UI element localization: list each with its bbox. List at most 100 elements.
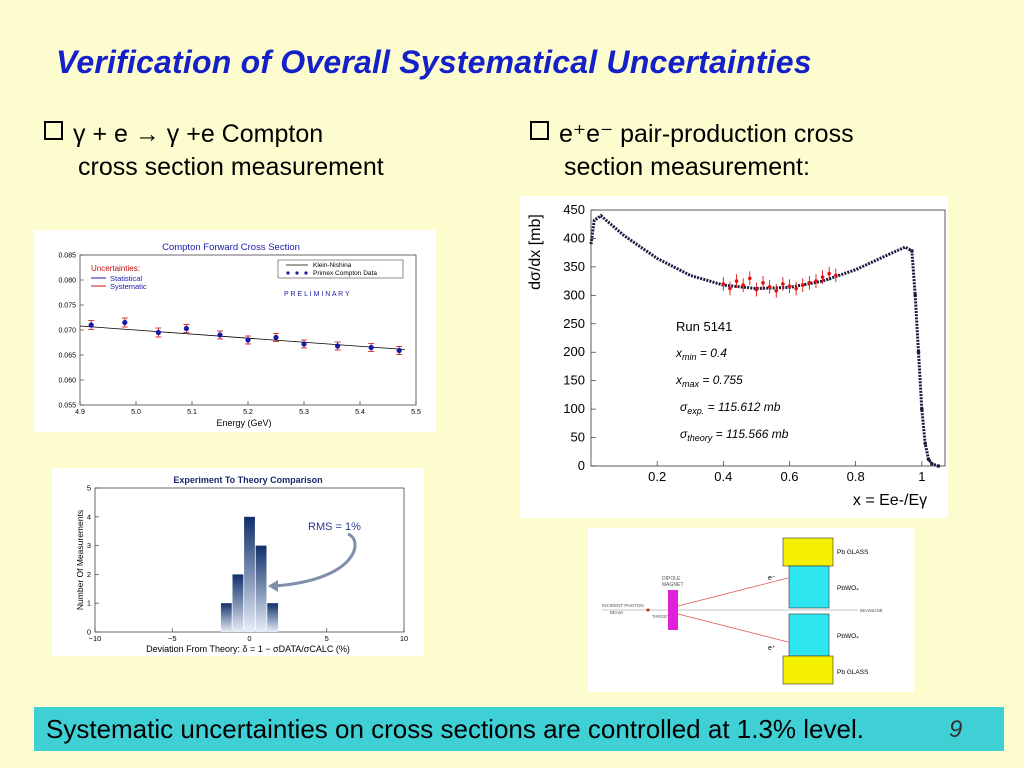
page-number: 9 (949, 716, 963, 743)
data-point (217, 332, 223, 338)
y-tick-label: 50 (571, 430, 585, 445)
bullet-text-line2: section measurement: (564, 153, 810, 181)
uncertainty-legend-title: Uncertainties: (91, 264, 140, 273)
data-point (761, 281, 765, 285)
pbwo4-bottom-label: PbWO₄ (837, 633, 859, 640)
data-point (820, 275, 825, 279)
y-tick-label: 250 (563, 316, 585, 331)
pbwo4-top-label: PbWO₄ (837, 585, 859, 592)
data-point (834, 273, 838, 278)
y-tick-label: 400 (563, 230, 585, 245)
data-point (774, 288, 779, 293)
detector-diagram: INCIDENT PHOTON BEAM TARGET BEAMLINE DIP… (602, 537, 883, 685)
data-point (155, 329, 161, 336)
histogram-bar (220, 603, 232, 632)
legend-data-label: Primex Compton Data (313, 270, 377, 277)
y-tick-label: 0.055 (58, 403, 76, 410)
compton-chart-panel: Compton Forward Cross Section 4.9 5.0 5.1 5… (34, 230, 436, 432)
x-tick-label: 0.8 (847, 469, 865, 484)
theory-point (926, 457, 931, 461)
y-tick-label: 200 (563, 344, 585, 359)
x-tick-label: 1 (918, 469, 925, 484)
dipole-label-2: MAGNET (662, 582, 683, 588)
y-tick-label: 150 (563, 373, 585, 388)
x-tick-label: 10 (400, 634, 408, 643)
theory-point (920, 407, 924, 411)
x-axis-label: x = Ee-/Eγ (853, 492, 927, 509)
x-tick-label: 5.1 (187, 409, 197, 416)
data-point (734, 279, 739, 283)
histogram-bar (232, 574, 244, 632)
data-point (183, 325, 189, 332)
y-tick-label: 0 (578, 458, 585, 473)
legend-klein-nishina-label: Klein-Nishina (313, 262, 352, 269)
xmax-annotation: xmax = 0.755 (675, 373, 743, 389)
bullet-text-line1: γ + e → γ +e Compton (73, 120, 324, 148)
pair-production-chart: 0.2 0.4 0.6 0.8 1 0 50 100 150 200 250 300 350 400 450… (527, 202, 946, 509)
pb-glass-bottom (782, 655, 834, 685)
beam-label-2: BEAM (610, 610, 623, 615)
klein-nishina-line (79, 325, 405, 350)
plot-frame (590, 209, 946, 467)
x-tick-label: −5 (168, 634, 177, 643)
data-point (245, 337, 251, 343)
y-tick-label: 0.080 (58, 278, 76, 285)
data-point (335, 343, 341, 349)
y-tick-label: 3 (87, 541, 91, 550)
x-tick-label: 5.3 (299, 409, 309, 416)
positron-label: e⁺ (768, 645, 776, 652)
rms-arrow (273, 532, 357, 588)
y-tick-label: 100 (563, 401, 585, 416)
checkbox-bullet-icon (530, 121, 549, 140)
run-label: Run 5141 (676, 319, 732, 334)
data-point (301, 341, 307, 347)
page-title: Verification of Overall Systematical Unc… (56, 44, 812, 80)
positron-ray (677, 613, 789, 643)
bullet-text-line2: cross section measurement (78, 153, 384, 181)
data-point (122, 319, 128, 326)
y-tick-label: 0.060 (58, 378, 76, 385)
pbwo4-top (788, 565, 830, 609)
y-axis-label: Number Of Measurements (75, 510, 85, 610)
bullet-pair-production: e⁺e⁻ pair-production cross section measu… (530, 118, 950, 184)
x-tick-label: 5.0 (131, 409, 141, 416)
beamline-label: BEAMLINE (860, 608, 883, 613)
histogram-panel: Experiment To Theory Comparison −10 −5 0 5 1… (52, 468, 424, 656)
electron-ray (677, 577, 789, 607)
beam-label: INCIDENT PHOTON (602, 603, 644, 608)
data-point (787, 284, 792, 289)
theory-point (916, 350, 921, 355)
detector-diagram-panel: INCIDENT PHOTON BEAM TARGET BEAMLINE DIP… (588, 528, 914, 692)
y-tick-label: 450 (563, 202, 585, 217)
y-tick-label: 4 (87, 512, 91, 521)
x-tick-label: 0.4 (714, 469, 732, 484)
theory-point (910, 249, 914, 253)
histogram-bar (255, 545, 267, 632)
y-axis-label: dσ/dx [mb] (527, 214, 544, 290)
data-point (721, 282, 726, 286)
data-point (807, 281, 812, 285)
x-axis-label: Deviation From Theory: δ = 1 − σDATA/σCA… (146, 644, 350, 654)
bullet-compton: γ + e → γ +e Compton cross section measu… (44, 118, 484, 184)
y-tick-label: 300 (563, 287, 585, 302)
x-tick-label: 5.2 (243, 409, 253, 416)
compton-chart: Compton Forward Cross Section 4.9 5.0 5.1 5… (58, 242, 421, 428)
data-point (754, 287, 759, 292)
target-marker (646, 608, 650, 612)
histogram-chart: Experiment To Theory Comparison −10 −5 0 5 1… (75, 475, 408, 654)
rms-annotation: RMS = 1% (308, 521, 361, 533)
data-point (741, 283, 745, 287)
sigma-theory-annotation: σtheory = 115.566 mb (680, 427, 789, 443)
data-point (781, 282, 785, 286)
pb-glass-bottom-label: Pb GLASS (837, 669, 869, 676)
x-tick-label: 5.4 (355, 409, 365, 416)
checkbox-bullet-icon (44, 121, 63, 140)
theory-point (929, 461, 934, 466)
summary-banner: Systematic uncertainties on cross sectio… (34, 707, 1004, 751)
x-tick-label: −10 (89, 634, 102, 643)
pb-glass-top (782, 537, 834, 567)
legend-data-marker (286, 271, 290, 275)
theory-curve (589, 213, 939, 468)
x-axis-label: Energy (GeV) (216, 418, 271, 428)
preliminary-annotation: P R E L I M I N A R Y (284, 291, 350, 298)
